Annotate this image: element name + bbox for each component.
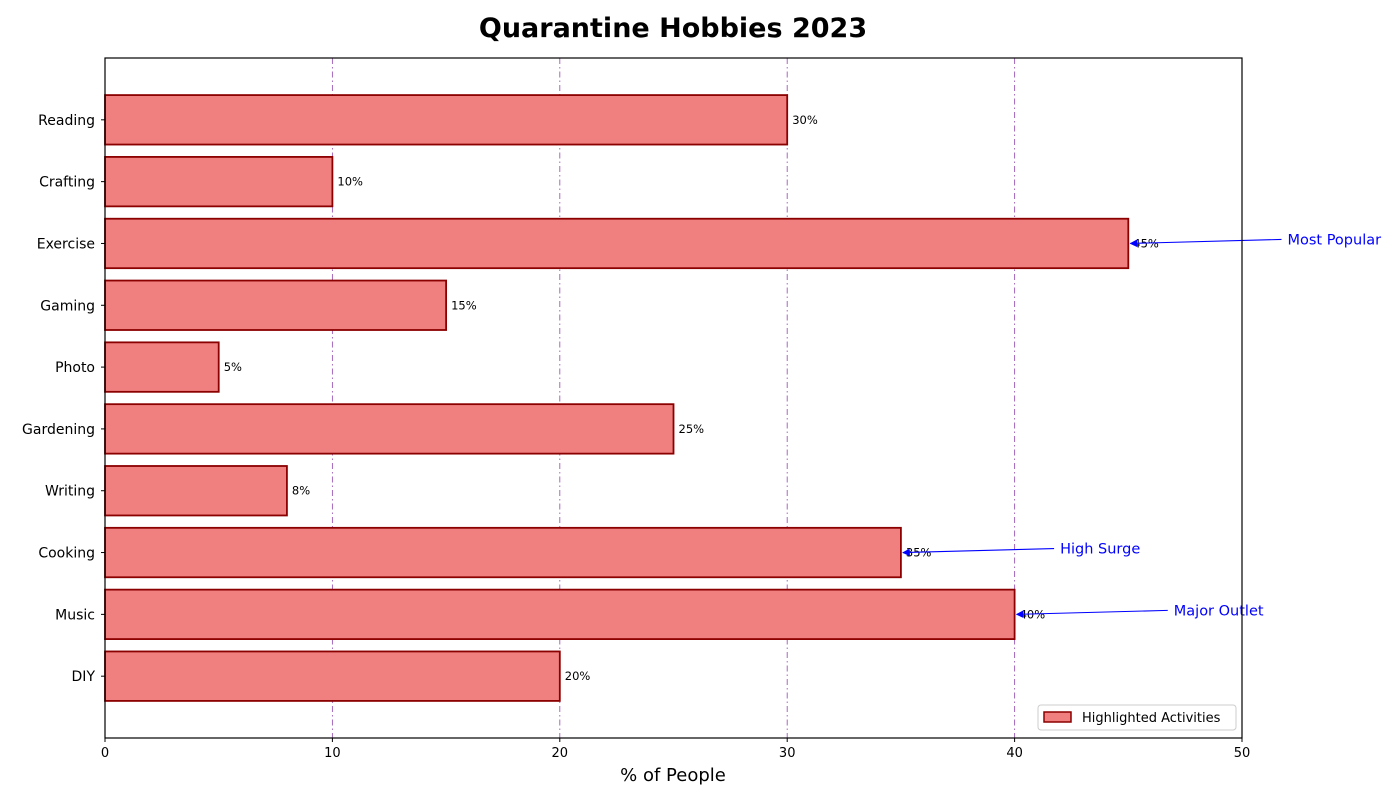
bar-reading <box>104 94 789 146</box>
data-label-photo: 5% <box>224 360 242 374</box>
data-label-writing: 8% <box>292 484 310 498</box>
y-tick-label-gaming: Gaming <box>40 298 95 314</box>
legend-box <box>1037 704 1237 731</box>
annotation-high-surge: High Surge <box>1060 542 1140 558</box>
chart-title: Quarantine Hobbies 2023 <box>479 13 867 44</box>
legend-swatch <box>1043 711 1072 723</box>
x-tick-label: 10 <box>324 746 341 761</box>
y-tick-label-diy: DIY <box>72 669 96 685</box>
y-tick-label-exercise: Exercise <box>37 236 95 252</box>
bar-gardening <box>104 403 675 455</box>
x-tick-label: 0 <box>101 746 109 761</box>
y-tick-label-writing: Writing <box>45 484 95 500</box>
y-tick-label-photo: Photo <box>55 360 95 376</box>
y-tick-label-gardening: Gardening <box>22 422 95 438</box>
data-label-gaming: 15% <box>451 298 477 312</box>
bar-exercise <box>104 217 1130 270</box>
bar-music <box>104 588 1016 640</box>
annotation-most-popular: Most Popular <box>1287 232 1381 248</box>
x-axis-ticks: 0 10 20 30 40 50 <box>101 738 1250 761</box>
data-label-crafting: 10% <box>337 175 363 189</box>
annotation-arrow <box>1129 238 1282 248</box>
y-tick-label-music: Music <box>55 607 95 623</box>
legend: Highlighted Activities <box>1037 704 1237 731</box>
bar-crafting <box>104 156 334 208</box>
annotations: Most Popular High Surge Major Outlet <box>902 232 1381 619</box>
bar-photo <box>104 341 220 393</box>
x-tick-label: 50 <box>1234 746 1251 761</box>
bar-cooking <box>104 526 902 579</box>
bars <box>104 94 1130 702</box>
x-tick-label: 20 <box>552 746 569 761</box>
legend-entry-label: Highlighted Activities <box>1082 711 1221 726</box>
bar-diy <box>104 650 561 702</box>
plot-frame <box>104 57 1243 739</box>
x-axis-label: % of People <box>620 765 726 786</box>
y-tick-label-reading: Reading <box>38 113 95 129</box>
data-label-diy: 20% <box>565 669 591 683</box>
data-label-reading: 30% <box>792 113 818 127</box>
annotation-major-outlet: Major Outlet <box>1174 603 1264 619</box>
bar-gaming <box>104 279 448 331</box>
data-label-gardening: 25% <box>679 422 705 436</box>
bar-writing <box>104 465 288 517</box>
y-axis-ticks: Reading Crafting Exercise Gaming Photo Garden… <box>22 113 105 685</box>
x-tick-label: 30 <box>779 746 796 761</box>
x-tick-label: 40 <box>1006 746 1023 761</box>
annotation-arrow <box>1015 609 1168 619</box>
y-tick-label-crafting: Crafting <box>39 175 95 191</box>
y-tick-label-cooking: Cooking <box>38 546 95 562</box>
annotation-arrow <box>902 547 1055 557</box>
data-labels: 30%10%45%15%5%25%8%35%40%20% <box>224 113 1159 683</box>
